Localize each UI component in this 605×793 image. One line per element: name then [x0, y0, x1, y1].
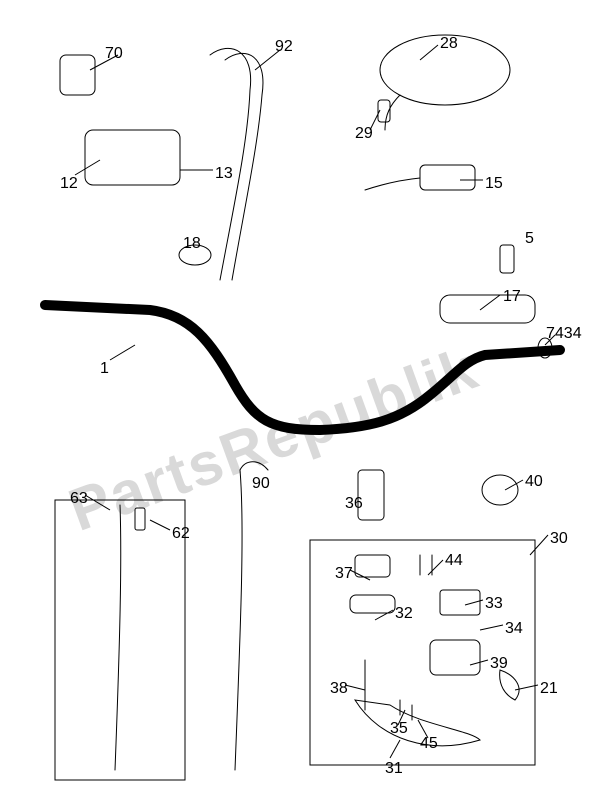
part-clamp-top — [355, 555, 390, 577]
part-cable-box-left — [55, 500, 185, 780]
leader-line — [85, 495, 110, 510]
leader-line — [480, 625, 503, 630]
leader-line — [110, 345, 135, 360]
callout-31: 31 — [385, 760, 403, 778]
callout-13: 13 — [215, 165, 233, 183]
part-clutch-cable — [115, 505, 121, 770]
leader-line — [345, 685, 365, 690]
callout-12: 12 — [60, 175, 78, 193]
leader-line — [470, 660, 488, 665]
callout-32: 32 — [395, 605, 413, 623]
leader-line — [390, 740, 400, 758]
part-piston-kit — [350, 595, 395, 613]
leader-line — [505, 480, 523, 490]
leader-line — [150, 520, 170, 530]
callout-39: 39 — [490, 655, 508, 673]
part-lever-boot — [500, 670, 519, 700]
callout-44: 44 — [445, 552, 463, 570]
callout-30: 30 — [550, 530, 568, 548]
callout-63: 63 — [70, 490, 88, 508]
callout-18: 18 — [183, 235, 201, 253]
callout-62: 62 — [172, 525, 190, 543]
callout-7434: 7434 — [546, 325, 582, 343]
callout-38: 38 — [330, 680, 348, 698]
part-clamp — [482, 475, 518, 505]
part-switch-wire — [365, 178, 420, 190]
callout-90: 90 — [252, 475, 270, 493]
leader-line — [428, 560, 443, 575]
callout-33: 33 — [485, 595, 503, 613]
callout-29: 29 — [355, 125, 373, 143]
part-master-cyl — [430, 640, 480, 675]
callout-15: 15 — [485, 175, 503, 193]
part-loctite — [500, 245, 514, 273]
part-throttle-grip-assy — [85, 130, 180, 185]
part-screws — [420, 555, 432, 575]
leader-line — [420, 45, 438, 60]
callout-21: 21 — [540, 680, 558, 698]
leader-line — [350, 570, 370, 580]
callout-34: 34 — [505, 620, 523, 638]
diagram-canvas — [0, 0, 605, 793]
callout-17: 17 — [503, 288, 521, 306]
part-brake-cable — [235, 470, 242, 770]
callout-5: 5 — [525, 230, 534, 248]
leader-line — [375, 610, 393, 620]
part-lever — [355, 700, 480, 746]
callout-28: 28 — [440, 35, 458, 53]
callout-1: 1 — [100, 360, 109, 378]
leader-line — [75, 160, 100, 175]
part-cable-adjuster — [135, 508, 145, 530]
callout-92: 92 — [275, 38, 293, 56]
leader-line — [530, 535, 548, 555]
part-handlebar — [45, 305, 560, 430]
callout-40: 40 — [525, 473, 543, 491]
callout-70: 70 — [105, 45, 123, 63]
callout-36: 36 — [345, 495, 363, 513]
part-brake-cable-head — [240, 462, 268, 470]
leader-line — [480, 295, 500, 310]
part-switch-assy — [420, 165, 475, 190]
callout-37: 37 — [335, 565, 353, 583]
part-kill-switch — [60, 55, 95, 95]
callout-45: 45 — [420, 735, 438, 753]
callout-35: 35 — [390, 720, 408, 738]
